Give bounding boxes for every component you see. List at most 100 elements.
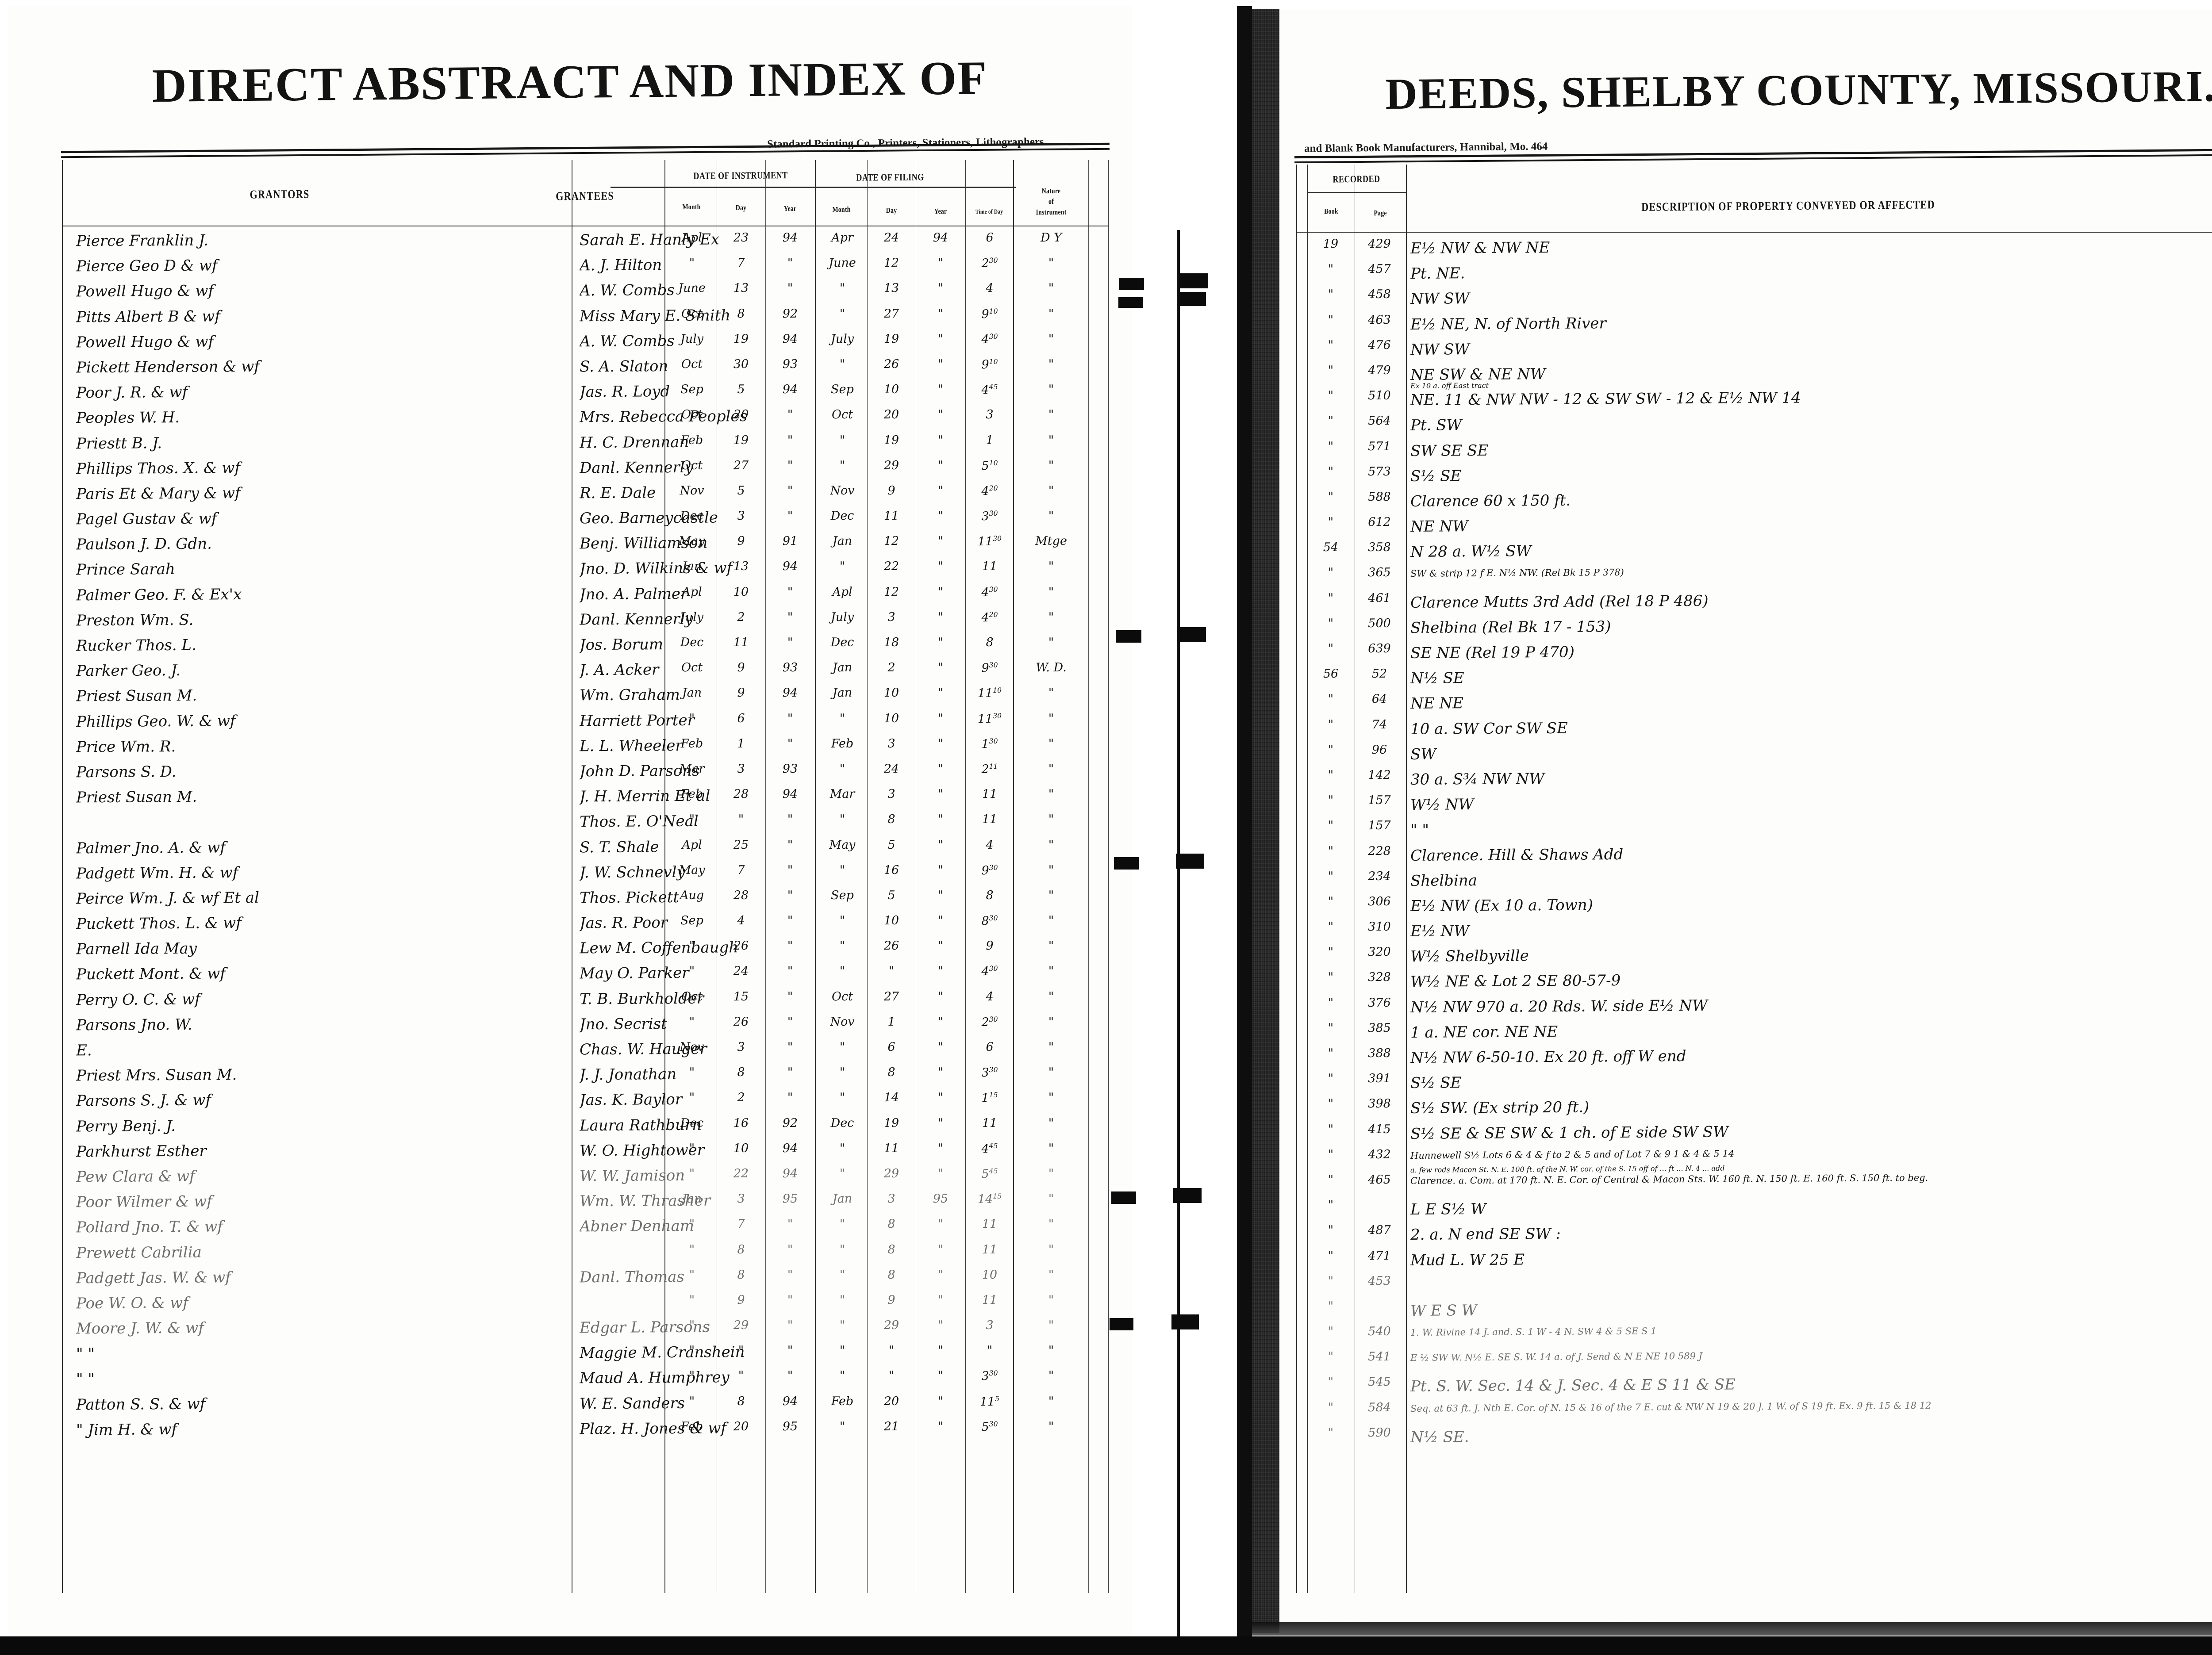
filing-year: " bbox=[937, 306, 944, 321]
instrument-year: " bbox=[787, 736, 793, 751]
instrument-year: " bbox=[787, 964, 793, 978]
nature-of-instrument: " bbox=[1048, 1141, 1054, 1155]
property-description: W½ Shelbyville bbox=[1410, 947, 1529, 966]
instrument-year: " bbox=[787, 1065, 793, 1080]
filing-time-of-day: 420 bbox=[981, 483, 998, 498]
property-description: 30 a. S¾ NW NW bbox=[1410, 770, 1545, 789]
recorded-book: " bbox=[1328, 692, 1334, 706]
filing-year: " bbox=[937, 1116, 944, 1130]
recorded-page: 541 bbox=[1368, 1350, 1391, 1364]
table-row: " 365 SW & strip 12 f E. N½ NW. (Rel Bk 15… bbox=[1297, 566, 2212, 591]
instrument-day: 8 bbox=[737, 1268, 745, 1282]
instrument-day: 3 bbox=[737, 1192, 745, 1206]
header-filing-year: Year bbox=[934, 207, 947, 216]
instrument-year: " bbox=[787, 483, 793, 498]
filing-month: Dec bbox=[830, 635, 854, 650]
table-row: Prewett Cabrilia " 8 " " 8 " 11 " bbox=[63, 1242, 1108, 1268]
filing-month: " bbox=[839, 357, 845, 371]
instrument-day: 4 bbox=[737, 914, 745, 928]
table-row: Puckett Thos. L. & wf Jas. R. Poor Sep 4 " " 1… bbox=[63, 914, 1108, 939]
filing-month: " bbox=[839, 306, 845, 321]
filing-time-of-day: 211 bbox=[981, 762, 998, 777]
instrument-year: " bbox=[787, 1217, 793, 1231]
filing-month: July bbox=[830, 610, 854, 624]
table-row: Parsons Jno. W. Jno. Secrist " 26 " Nov 1 " 230 " bbox=[63, 1015, 1108, 1040]
table-row: Powell Hugo & wf A. W. Combs July 19 94 July 1… bbox=[63, 332, 1108, 357]
filing-year: " bbox=[937, 1293, 944, 1307]
filing-time-of-day: 830 bbox=[981, 913, 998, 928]
grantor-name: Padgett Jas. W. & wf bbox=[76, 1268, 231, 1287]
right-ledger-table: RECORDED Book Page DESCRIPTION OF PROPER… bbox=[1296, 165, 2212, 1593]
grantor-name: Palmer Jno. A. & wf bbox=[76, 838, 226, 857]
binding-gutter bbox=[1252, 9, 1279, 1633]
nature-of-instrument: " bbox=[1048, 1293, 1054, 1307]
property-description: SW SE SE bbox=[1410, 441, 1489, 460]
filing-month: Feb bbox=[831, 1394, 854, 1408]
instrument-year: " bbox=[787, 863, 793, 877]
filing-year: " bbox=[937, 661, 944, 675]
filing-month: " bbox=[839, 1344, 845, 1358]
instrument-year: 94 bbox=[782, 686, 798, 700]
binder-clamp-mark bbox=[1179, 273, 1208, 288]
filing-time-of-day: 1 bbox=[986, 433, 994, 447]
recorded-page: 376 bbox=[1368, 996, 1391, 1010]
filing-time-of-day: 545 bbox=[981, 1166, 998, 1181]
grantor-name: Puckett Mont. & wf bbox=[76, 965, 226, 984]
property-description: NE NW bbox=[1410, 517, 1468, 536]
filing-time-of-day: 8 bbox=[986, 635, 994, 650]
instrument-day: " bbox=[738, 1369, 744, 1383]
filing-year: " bbox=[937, 585, 944, 599]
filing-time-of-day: 330 bbox=[981, 509, 998, 524]
recorded-book: " bbox=[1328, 844, 1334, 858]
instrument-year: " bbox=[787, 914, 793, 928]
nature-of-instrument: " bbox=[1048, 914, 1054, 928]
filing-day: 8 bbox=[887, 1242, 895, 1257]
header-time-of-day: Time of Day bbox=[975, 208, 1003, 216]
nature-of-instrument: W. D. bbox=[1036, 660, 1067, 675]
instrument-day: 30 bbox=[733, 357, 749, 372]
nature-of-instrument: " bbox=[1048, 559, 1054, 574]
instrument-year: " bbox=[787, 408, 793, 422]
filing-day: 3 bbox=[887, 1192, 895, 1206]
filing-month: Dec bbox=[830, 1116, 854, 1130]
filing-month: " bbox=[839, 1065, 845, 1080]
filing-time-of-day: 10 bbox=[982, 1268, 998, 1282]
nature-of-instrument: " bbox=[1048, 509, 1054, 523]
filing-month: Dec bbox=[830, 509, 854, 523]
table-row: Pitts Albert B & wf Miss Mary E. Smith Oct… bbox=[63, 306, 1108, 332]
filing-year: " bbox=[937, 711, 944, 725]
filing-month: " bbox=[839, 1293, 845, 1307]
recorded-page: 479 bbox=[1368, 363, 1391, 378]
property-description: Pt. NE. bbox=[1410, 264, 1465, 283]
table-row: Prince Sarah Jno. D. Wilkins & wf Jan 13 94 "… bbox=[63, 559, 1108, 585]
recorded-page: 487 bbox=[1368, 1223, 1391, 1237]
instrument-day: 9 bbox=[737, 661, 745, 675]
filing-month: Oct bbox=[831, 408, 853, 422]
instrument-month: Dec bbox=[680, 509, 704, 523]
nature-of-instrument: " bbox=[1048, 383, 1054, 397]
filing-time-of-day: 6 bbox=[986, 230, 994, 245]
recorded-page: 52 bbox=[1371, 667, 1387, 681]
col-sep-right-margin bbox=[1088, 160, 1089, 1593]
recorded-book: 56 bbox=[1323, 667, 1339, 681]
table-row: Parker Geo. J. J. A. Acker Oct 9 93 Jan 2 " 930 W… bbox=[63, 661, 1108, 686]
grantor-name: Parnell Ida May bbox=[76, 939, 197, 958]
property-description: E½ NE, N. of North River bbox=[1410, 314, 1606, 333]
filing-day: 12 bbox=[883, 256, 899, 270]
recorded-page: 96 bbox=[1371, 743, 1387, 757]
grantor-name: Phillips Thos. X. & wf bbox=[76, 459, 241, 478]
instrument-day: 16 bbox=[733, 1116, 749, 1130]
filing-day: 12 bbox=[883, 534, 899, 548]
instrument-month: " bbox=[689, 711, 695, 725]
instrument-day: 9 bbox=[737, 1293, 745, 1307]
property-description: E½ NW bbox=[1410, 922, 1470, 941]
property-description: 10 a. SW Cor SW SE bbox=[1410, 719, 1568, 738]
instrument-month: Apl bbox=[682, 838, 702, 852]
instrument-day: 8 bbox=[737, 306, 745, 321]
recorded-page: 584 bbox=[1368, 1400, 1391, 1414]
filing-month: " bbox=[839, 1318, 845, 1333]
table-row: Pew Clara & wf W. W. Jamison " 22 94 " 29 " 545 " bbox=[63, 1167, 1108, 1192]
filing-year: " bbox=[937, 1015, 944, 1029]
nature-of-instrument: " bbox=[1048, 1116, 1054, 1130]
